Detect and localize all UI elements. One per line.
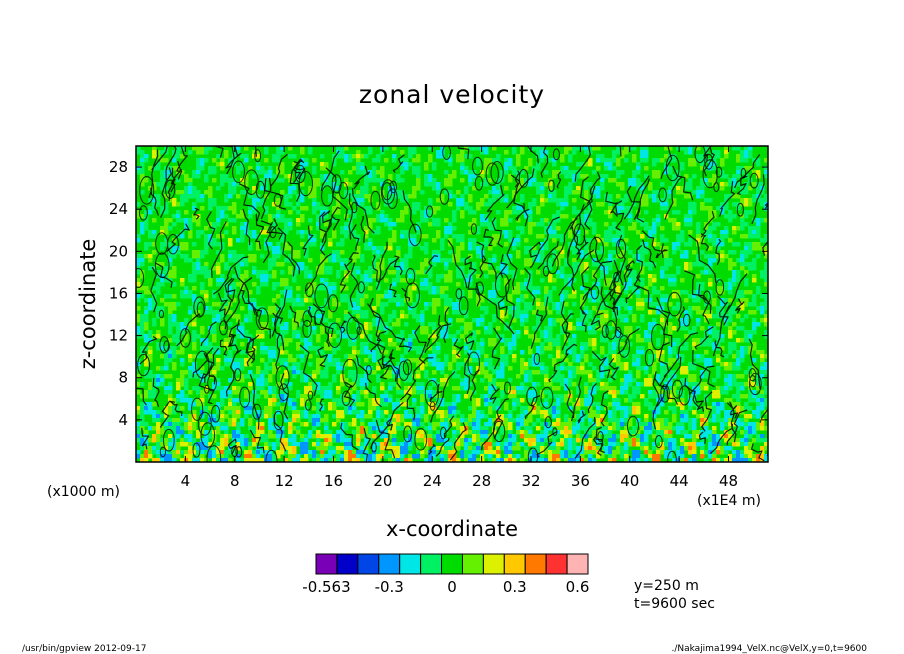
x-tick-label: 28: [472, 472, 491, 490]
colorbar-swatch: [420, 553, 443, 575]
colorbar-swatch: [566, 553, 589, 575]
y-tick-label: 8: [118, 369, 128, 387]
x-axis-unit: (x1E4 m): [697, 493, 761, 509]
x-tick-label: 20: [373, 472, 392, 490]
colorbar-label: 0.6: [566, 578, 590, 596]
x-tick-label: 12: [275, 472, 294, 490]
x-axis-ticks: 4 8 12 16 20 24 28 32 36 40 44 48: [181, 146, 738, 490]
x-tick-label: 36: [571, 472, 590, 490]
y-axis-unit: (x1000 m): [47, 484, 120, 500]
colorbar-swatch: [336, 553, 359, 575]
colorbar-swatch: [524, 553, 547, 575]
footer-right: ./Nakajima1994_VelX.nc@VelX,y=0,t=9600: [671, 644, 867, 654]
colorbar-label: -0.563: [302, 578, 350, 596]
colorbar-labels: -0.563 -0.3 0 0.3 0.6: [302, 578, 589, 596]
info-y: y=250 m: [634, 578, 699, 594]
colorbar: [315, 553, 589, 575]
plot-frame: [135, 145, 769, 463]
contour-lines: [136, 146, 768, 462]
colorbar-label: 0: [447, 578, 457, 596]
y-tick-label: 16: [109, 284, 128, 302]
colorbar-swatch: [545, 553, 568, 575]
info-time: t=9600 sec: [634, 596, 715, 612]
colorbar-swatch: [441, 553, 463, 575]
y-axis-label: z-coordinate: [76, 239, 100, 370]
colorbar-swatch: [461, 553, 484, 575]
x-tick-label: 32: [521, 472, 540, 490]
x-tick-label: 44: [670, 472, 689, 490]
colorbar-swatch: [357, 553, 380, 575]
x-tick-label: 4: [181, 472, 191, 490]
colorbar-swatch: [315, 553, 338, 575]
y-tick-label: 12: [109, 327, 128, 345]
colorbar-swatch: [378, 553, 401, 575]
plot-area: [136, 146, 768, 462]
chart-title: zonal velocity: [359, 80, 545, 109]
colorbar-swatch: [399, 553, 422, 575]
y-tick-label: 4: [118, 411, 128, 429]
colorbar-swatch: [482, 553, 505, 575]
x-tick-label: 48: [719, 472, 738, 490]
footer-left: /usr/bin/gpview 2012-09-17: [22, 644, 146, 654]
x-tick-label: 8: [230, 472, 240, 490]
x-tick-label: 24: [423, 472, 442, 490]
colorbar-label: -0.3: [375, 578, 404, 596]
x-tick-label: 40: [620, 472, 639, 490]
y-tick-label: 24: [109, 200, 128, 218]
colorbar-swatch: [503, 553, 526, 575]
x-tick-label: 16: [324, 472, 343, 490]
y-tick-label: 20: [109, 242, 128, 260]
colorbar-label: 0.3: [503, 578, 527, 596]
y-tick-label: 28: [109, 158, 128, 176]
y-axis-ticks: 4 8 12 16 20 24 28: [109, 158, 768, 429]
x-axis-label: x-coordinate: [386, 517, 518, 541]
